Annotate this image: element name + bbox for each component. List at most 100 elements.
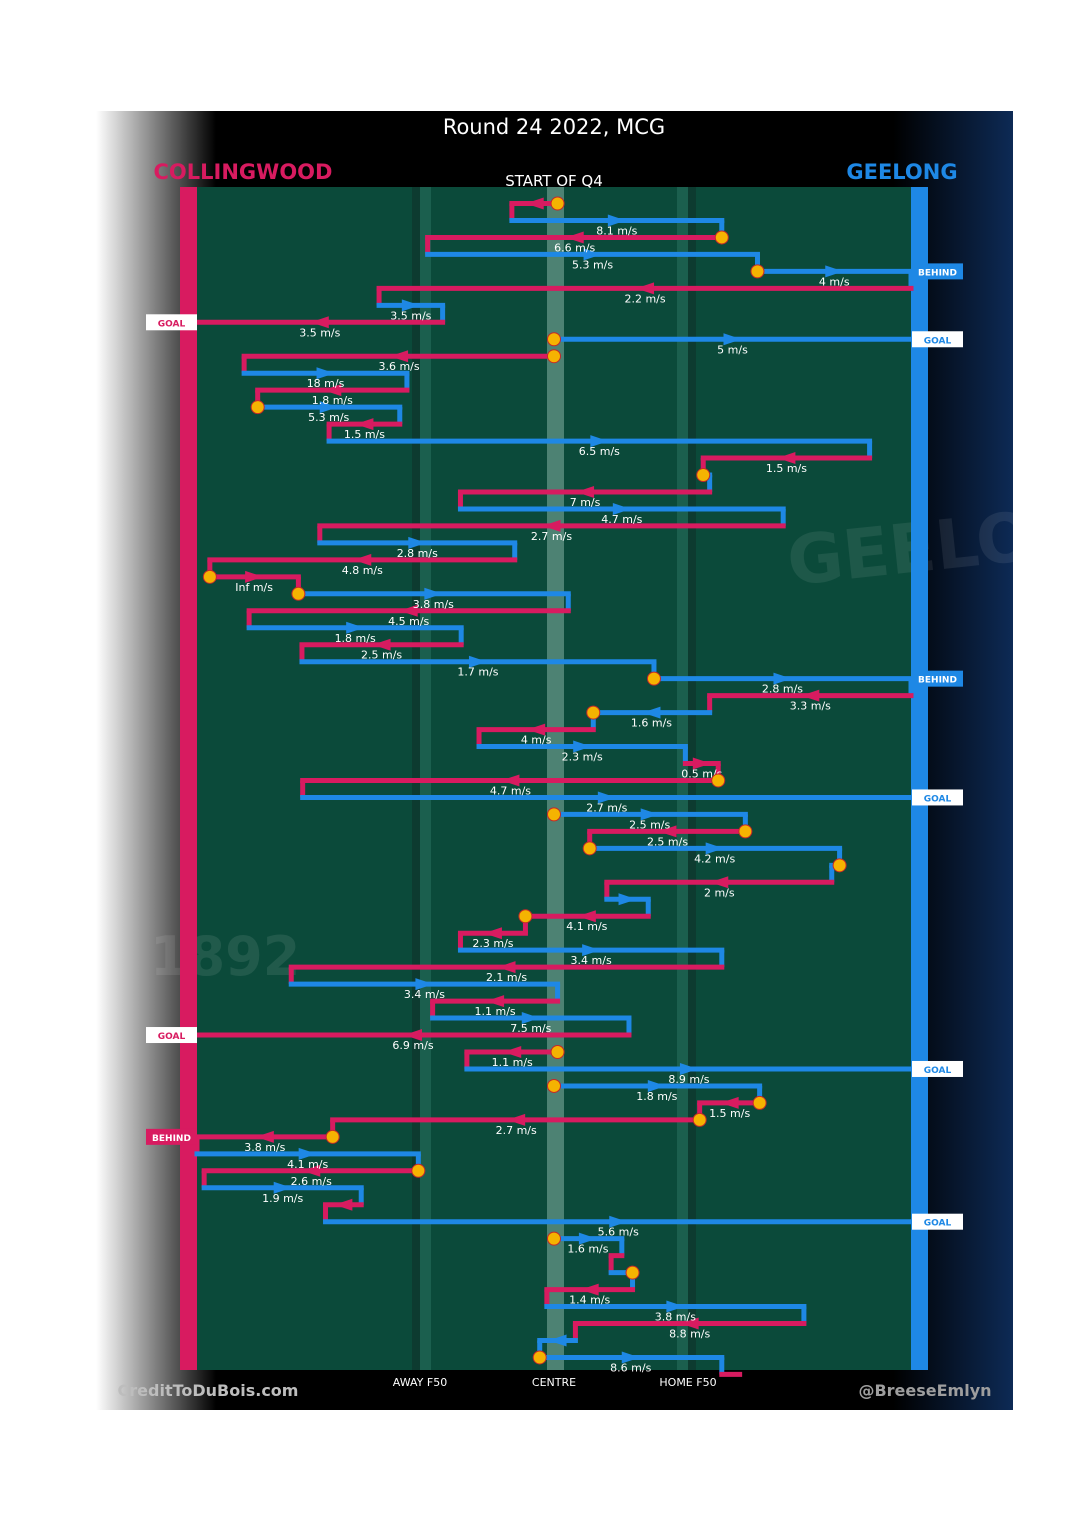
kick-arrow xyxy=(679,1062,698,1075)
kick-arrow xyxy=(399,604,418,617)
kick-arrow xyxy=(720,1096,739,1109)
kick-arrow xyxy=(319,401,338,414)
speed-label: 6.6 m/s xyxy=(554,241,595,254)
speed-labels: 8.1 m/s6.6 m/s 5.3 m/s 4 m/s 2.2 m/s 3.5 m/s… xyxy=(235,224,850,1374)
speed-label: 4 m/s xyxy=(819,275,850,288)
kick-arrow xyxy=(408,536,427,549)
speed-label: 8.6 m/s xyxy=(610,1361,651,1374)
kick-arrow xyxy=(825,265,844,278)
outcome-badge xyxy=(912,1213,963,1230)
kick-arrow xyxy=(642,706,661,719)
speed-label: 3.4 m/s xyxy=(571,954,612,967)
speed-label: 2.7 m/s xyxy=(586,801,627,814)
turnover-marker xyxy=(547,1231,561,1246)
outcome-badge xyxy=(146,1128,197,1145)
right-team-name: GEELONG xyxy=(846,160,957,184)
kick-arrow xyxy=(525,197,544,210)
kick-arrow xyxy=(521,1012,540,1025)
turnover-markers xyxy=(202,196,847,1365)
kick-arrow xyxy=(401,299,420,312)
turnover-marker xyxy=(711,773,726,788)
speed-label: 3.5 m/s xyxy=(299,326,340,339)
kick-arrow xyxy=(310,316,329,329)
outcome-badge xyxy=(912,789,963,806)
kick-arrow xyxy=(542,519,561,532)
speed-label: 2.5 m/s xyxy=(629,818,670,831)
speed-label: 1.5 m/s xyxy=(709,1107,750,1120)
turnover-marker xyxy=(547,332,561,347)
speed-label: 2.5 m/s xyxy=(361,649,402,662)
turnover-marker xyxy=(325,1129,340,1144)
kick-arrow xyxy=(403,1029,422,1042)
left-year-watermark: 1892 xyxy=(150,925,300,988)
kick-arrow xyxy=(353,553,372,566)
speed-label: 8.9 m/s xyxy=(668,1073,709,1086)
kick-arrow xyxy=(245,570,264,583)
speed-label: 1.5 m/s xyxy=(344,428,385,441)
speed-label: 4.7 m/s xyxy=(601,513,642,526)
kick-arrow xyxy=(255,1130,274,1143)
speed-label: 1.9 m/s xyxy=(262,1192,303,1205)
speed-label: 2.3 m/s xyxy=(562,751,603,764)
kick-arrow xyxy=(658,825,677,838)
outcome-badge xyxy=(912,331,963,348)
kick-arrow xyxy=(501,774,520,787)
speed-label: 2.8 m/s xyxy=(762,683,803,696)
speed-label: 2.1 m/s xyxy=(486,971,527,984)
kick-arrow xyxy=(483,927,502,940)
outcome-label: GOAL xyxy=(924,794,952,804)
turnover-marker xyxy=(202,569,217,584)
turnover-marker xyxy=(750,264,765,279)
speed-label: 1.4 m/s xyxy=(569,1294,610,1307)
speed-label: 7.5 m/s xyxy=(510,1022,551,1035)
turnover-marker xyxy=(547,349,561,364)
speed-label: 2.2 m/s xyxy=(624,292,665,305)
kick-arrow xyxy=(548,1334,567,1347)
kick-arrow xyxy=(497,961,516,974)
speed-label: 2.3 m/s xyxy=(472,937,513,950)
speed-label: 6.9 m/s xyxy=(392,1039,433,1052)
turnover-marker xyxy=(696,468,711,483)
turnover-marker xyxy=(646,671,661,686)
speed-label: 1.5 m/s xyxy=(766,462,807,475)
speed-label: 2.6 m/s xyxy=(291,1175,332,1188)
kick-arrow xyxy=(710,876,729,889)
kick-arrow xyxy=(607,214,626,227)
outcome-badge xyxy=(912,670,963,687)
speed-label: 18 m/s xyxy=(307,377,345,390)
speed-label: 7 m/s xyxy=(570,496,601,509)
kick-arrow xyxy=(302,1164,321,1177)
turnover-marker xyxy=(582,841,597,856)
speed-label: 3.5 m/s xyxy=(390,309,431,322)
turnover-marker xyxy=(832,858,847,873)
kick-arrow xyxy=(468,655,487,668)
outcome-label: BEHIND xyxy=(152,1134,191,1144)
outcome-label: GOAL xyxy=(158,1032,186,1042)
turnover-marker xyxy=(547,807,561,822)
outcome-badge xyxy=(912,1060,963,1077)
kick-arrow xyxy=(666,1300,685,1313)
outcome-label: GOAL xyxy=(924,1219,952,1229)
speed-label: 2.7 m/s xyxy=(496,1124,537,1137)
kick-arrow xyxy=(590,435,609,448)
left-team-name: COLLINGWOOD xyxy=(154,160,333,184)
speed-label: 3.8 m/s xyxy=(244,1141,285,1154)
speed-label: 4.8 m/s xyxy=(342,564,383,577)
outcome-badge xyxy=(146,314,197,331)
speed-label: 1.8 m/s xyxy=(335,632,376,645)
kick-arrow xyxy=(577,910,596,923)
speed-label: 1.1 m/s xyxy=(492,1056,533,1069)
turnover-marker xyxy=(532,1350,547,1365)
kick-arrow xyxy=(621,1351,640,1364)
kick-arrow xyxy=(298,1147,317,1160)
kick-arrow xyxy=(723,333,742,346)
speed-label: 8.8 m/s xyxy=(669,1328,710,1341)
kick-arrow xyxy=(503,1046,522,1058)
speed-label: 1.8 m/s xyxy=(636,1090,677,1103)
speed-label: 5.3 m/s xyxy=(572,258,613,271)
turnover-marker xyxy=(738,824,753,839)
outcome-badge xyxy=(146,1027,197,1044)
x-tick-centre: CENTRE xyxy=(532,1376,576,1389)
kick-arrow xyxy=(573,740,592,753)
